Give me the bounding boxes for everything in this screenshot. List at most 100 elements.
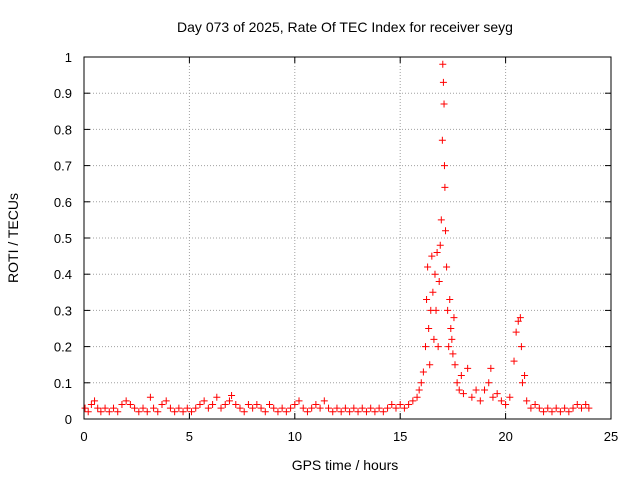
data-point	[493, 390, 501, 398]
data-points	[81, 60, 593, 416]
data-point	[126, 401, 134, 409]
data-point	[150, 404, 158, 412]
data-point	[244, 401, 252, 409]
data-point	[253, 401, 261, 409]
data-point	[468, 393, 476, 401]
y-tick-label: 0.3	[54, 303, 72, 318]
data-point	[523, 397, 531, 405]
data-point	[183, 404, 191, 412]
data-point	[577, 404, 585, 412]
data-point	[430, 335, 438, 343]
data-point	[329, 408, 337, 416]
data-point	[569, 404, 577, 412]
data-point	[502, 401, 510, 409]
data-point	[582, 401, 590, 409]
data-point	[561, 404, 569, 412]
data-point	[312, 401, 320, 409]
data-point	[101, 404, 109, 412]
data-point	[439, 78, 447, 86]
data-point	[225, 397, 233, 405]
data-point	[122, 397, 130, 405]
data-point	[333, 404, 341, 412]
chart-title: Day 073 of 2025, Rate Of TEC Index for r…	[177, 19, 513, 35]
data-point	[87, 401, 95, 409]
y-axis-label: ROTI / TECUs	[5, 193, 21, 283]
data-point	[449, 350, 457, 358]
y-tick-label: 0.6	[54, 195, 72, 210]
data-point	[221, 401, 229, 409]
y-tick-label: 0.5	[54, 231, 72, 246]
axis-ticks: 0 5 10 15 20 25 0 0.1 0.2 0.3 0.4 0.5 0.6 0.7 0.8 0.9 1	[54, 50, 618, 444]
data-point	[240, 408, 248, 416]
data-point	[320, 397, 328, 405]
data-point	[204, 404, 212, 412]
data-point	[531, 401, 539, 409]
data-point	[175, 404, 183, 412]
data-point	[91, 397, 99, 405]
data-point	[535, 404, 543, 412]
data-point	[517, 343, 525, 351]
data-point	[131, 404, 139, 412]
data-point	[455, 386, 463, 394]
data-point	[506, 393, 514, 401]
data-point	[573, 401, 581, 409]
data-point	[303, 408, 311, 416]
data-point	[295, 397, 303, 405]
x-tick-label: 15	[393, 429, 407, 444]
data-point	[514, 317, 522, 325]
data-point	[448, 335, 456, 343]
data-point	[232, 401, 240, 409]
data-point	[200, 397, 208, 405]
data-point	[337, 408, 345, 416]
data-point	[354, 408, 362, 416]
data-point	[453, 379, 461, 387]
data-point	[274, 408, 282, 416]
x-axis-label: GPS time / hours	[292, 457, 399, 473]
data-point	[485, 379, 493, 387]
data-point	[445, 343, 453, 351]
data-point	[146, 393, 154, 401]
data-point	[188, 408, 196, 416]
data-point	[282, 408, 290, 416]
data-point	[439, 60, 447, 68]
data-point	[512, 328, 520, 336]
data-point	[544, 404, 552, 412]
data-point	[431, 270, 439, 278]
data-point	[341, 404, 349, 412]
data-point	[405, 401, 413, 409]
data-point	[548, 408, 556, 416]
data-point	[196, 401, 204, 409]
data-point	[409, 397, 417, 405]
data-point	[371, 408, 379, 416]
data-point	[429, 288, 437, 296]
data-point	[270, 404, 278, 412]
data-point	[435, 277, 443, 285]
data-point	[358, 404, 366, 412]
y-tick-label: 0.1	[54, 376, 72, 391]
data-point	[261, 408, 269, 416]
data-point	[510, 357, 518, 365]
y-tick-label: 0.9	[54, 86, 72, 101]
data-point	[481, 386, 489, 394]
data-point	[419, 368, 427, 376]
data-point	[166, 404, 174, 412]
data-point	[497, 397, 505, 405]
data-point	[135, 408, 143, 416]
data-point	[97, 408, 105, 416]
data-point	[257, 404, 265, 412]
data-point	[291, 401, 299, 409]
data-point	[287, 404, 295, 412]
data-point	[162, 397, 170, 405]
data-point	[249, 404, 257, 412]
data-point	[540, 408, 548, 416]
data-point	[154, 408, 162, 416]
data-point	[472, 386, 480, 394]
data-point	[236, 404, 244, 412]
data-point	[556, 408, 564, 416]
data-point	[565, 408, 573, 416]
data-point	[143, 408, 151, 416]
data-point	[426, 361, 434, 369]
data-point	[325, 404, 333, 412]
data-point	[94, 404, 102, 412]
data-point	[585, 404, 593, 412]
